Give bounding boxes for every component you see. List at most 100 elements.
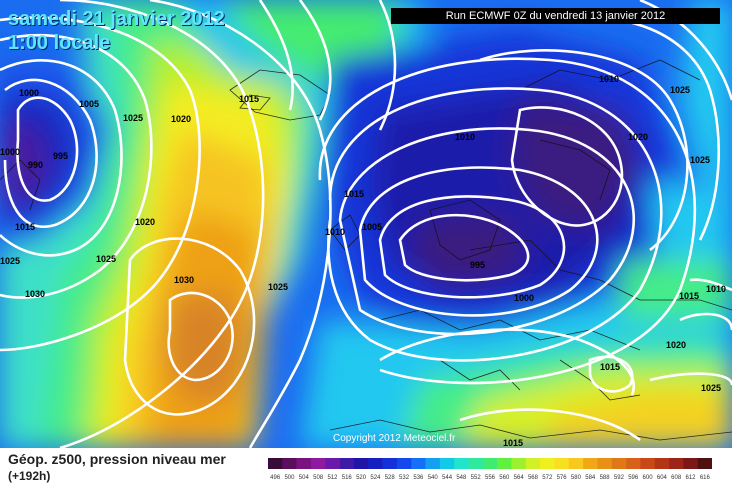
- legend-tick-label: 520: [356, 475, 367, 481]
- legend-tick-label: 548: [456, 475, 467, 481]
- legend-swatch: [511, 458, 527, 469]
- legend-tick-label: 584: [585, 475, 596, 481]
- legend-swatch: [640, 458, 656, 469]
- legend-swatch: [296, 458, 312, 469]
- isobar-label: 1025: [96, 254, 116, 264]
- legend-swatch: [282, 458, 297, 469]
- legend-tick-label: 532: [399, 475, 410, 481]
- legend-tick-label: 568: [528, 475, 539, 481]
- legend-tick-label: 564: [514, 475, 525, 481]
- legend-swatch: [540, 458, 555, 469]
- color-scale-legend: 496 500 504 508 512 516 520 524 528 532 536 540 544 5…: [268, 458, 712, 481]
- isobar-label: 1015: [239, 94, 259, 104]
- legend-tick-label: 552: [471, 475, 482, 481]
- legend-swatch: [454, 458, 469, 469]
- legend-tick-label: 580: [571, 475, 582, 481]
- legend-tick-label: 604: [657, 475, 668, 481]
- isobar-label: 1000: [514, 293, 534, 303]
- legend-swatch: [497, 458, 512, 469]
- isobar-label: 1015: [600, 362, 620, 372]
- legend-swatch: [568, 458, 584, 469]
- isobar-label: 1015: [679, 291, 699, 301]
- isobar-label: 1025: [268, 282, 288, 292]
- copyright-notice: Copyright 2012 Meteociel.fr: [333, 433, 456, 444]
- legend-tick-label: 516: [342, 475, 353, 481]
- forecast-time: 1:00 locale: [8, 32, 111, 54]
- isobar-label: 995: [53, 151, 68, 161]
- legend-tick-label: 592: [614, 475, 625, 481]
- legend-tick-label: 600: [643, 475, 654, 481]
- isobar-label: 1010: [706, 284, 726, 294]
- legend-swatch: [411, 458, 426, 469]
- weather-map: 1000 1005 1025 1020 995 990 1015 1025 10…: [0, 0, 732, 448]
- legend-tick-label: 572: [542, 475, 553, 481]
- isobar-label: 1015: [503, 438, 523, 448]
- legend-tick-label: 536: [413, 475, 424, 481]
- forecast-lead-time: (+192h): [8, 469, 51, 483]
- legend-swatch: [597, 458, 613, 469]
- isobar-label: 1015: [344, 189, 364, 199]
- legend-tick-label: 608: [671, 475, 682, 481]
- model-run-info: Run ECMWF 0Z du vendredi 13 janvier 2012: [391, 8, 720, 24]
- legend-swatch: [525, 458, 541, 469]
- forecast-date: samedi 21 janvier 2012: [8, 8, 225, 30]
- legend-swatch: [611, 458, 627, 469]
- legend-swatch: [310, 458, 326, 469]
- legend-tick-label: 508: [313, 475, 324, 481]
- legend-tick-label: 496: [270, 475, 281, 481]
- legend-swatch: [425, 458, 441, 469]
- legend-tick-label: 612: [686, 475, 697, 481]
- legend-swatch: [368, 458, 383, 469]
- legend-swatch: [482, 458, 498, 469]
- legend-tick-label: 576: [557, 475, 568, 481]
- isobar-label: 1030: [174, 275, 194, 285]
- legend-swatch: [683, 458, 698, 469]
- map-parameter-title: Géop. z500, pression niveau mer: [8, 451, 226, 467]
- legend-swatch: [382, 458, 398, 469]
- geopotential-field: 1000 1005 1025 1020 995 990 1015 1025 10…: [0, 0, 732, 448]
- legend-tick-label: 504: [299, 475, 310, 481]
- legend-swatch: [339, 458, 355, 469]
- legend-tick-label: 524: [370, 475, 381, 481]
- legend-swatch: [654, 458, 670, 469]
- isobar-label: 1020: [171, 114, 191, 124]
- isobar-label: 1010: [325, 227, 345, 237]
- legend-swatch: [396, 458, 412, 469]
- legend-swatch: [583, 458, 598, 469]
- isobar-label: 1025: [0, 256, 20, 266]
- isobar-label: 1020: [666, 340, 686, 350]
- legend-swatch: [268, 458, 283, 469]
- isobar-label: 995: [470, 260, 485, 270]
- isobar-label: 1010: [599, 74, 619, 84]
- isobar-label: 1005: [362, 222, 382, 232]
- legend-tick-label: 512: [327, 475, 338, 481]
- isobar-label: 1025: [123, 113, 143, 123]
- legend-tick-label: 560: [499, 475, 510, 481]
- legend-tick-label: 616: [700, 475, 711, 481]
- legend-tick-label: 596: [628, 475, 639, 481]
- legend-swatch: [325, 458, 340, 469]
- isobar-label: 1025: [670, 85, 690, 95]
- isobar-label: 1005: [79, 99, 99, 109]
- legend-tick-label: 544: [442, 475, 453, 481]
- legend-swatch: [626, 458, 641, 469]
- isobar-label: 1000: [19, 88, 39, 98]
- legend-tick-label: 500: [284, 475, 295, 481]
- legend-swatch: [669, 458, 684, 469]
- coastlines: [0, 59, 732, 441]
- legend-swatch: [554, 458, 570, 469]
- isobar-label: 1020: [628, 132, 648, 142]
- isobar-label: 1025: [690, 155, 710, 165]
- isobar-label: 1030: [25, 289, 45, 299]
- legend-swatch: [353, 458, 369, 469]
- isobar-label: 1015: [15, 222, 35, 232]
- isobars-lines: [0, 0, 732, 448]
- legend-tick-label: 540: [428, 475, 439, 481]
- isobar-labels: 1000 1005 1025 1020 995 990 1015 1025 10…: [0, 74, 726, 448]
- isobar-label: 1000: [0, 147, 20, 157]
- isobar-label: 1025: [701, 383, 721, 393]
- isobar-label: 1010: [455, 132, 475, 142]
- legend-tick-label: 588: [600, 475, 611, 481]
- isobar-label: 990: [28, 160, 43, 170]
